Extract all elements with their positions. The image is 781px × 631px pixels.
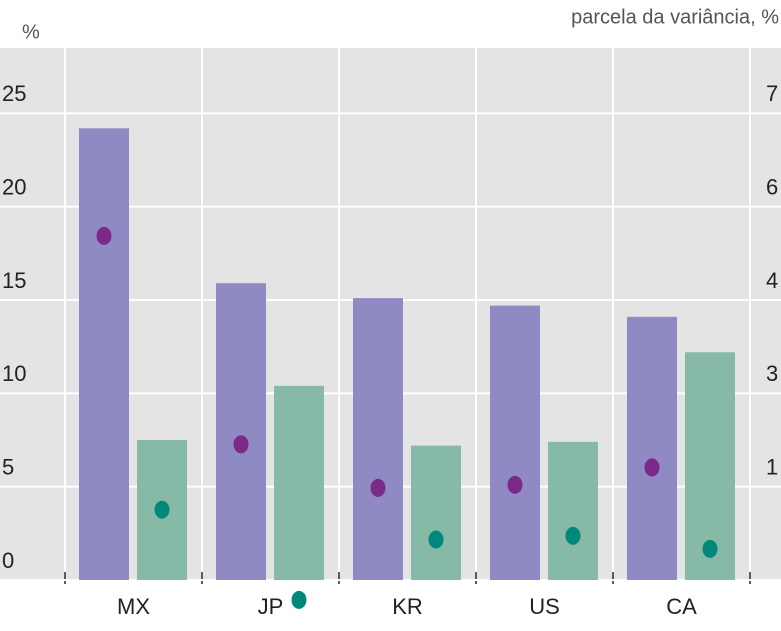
y-tick-label: 10 [2, 361, 26, 386]
dot [96, 226, 112, 245]
bar [79, 128, 129, 580]
y2-tick-label: 4 [766, 268, 778, 293]
dot [233, 435, 249, 454]
bar [274, 385, 324, 580]
x-tick-label: CA [666, 594, 697, 619]
bar [353, 298, 403, 580]
dot [154, 500, 170, 519]
y-tick-label: 20 [2, 174, 26, 199]
bar [411, 445, 461, 580]
dot [291, 590, 307, 609]
bar [490, 305, 540, 580]
x-tick-label: US [529, 594, 560, 619]
y-tick-label: 15 [2, 268, 26, 293]
x-tick-label: MX [117, 594, 150, 619]
dot [507, 475, 523, 494]
y-tick-label: 5 [2, 454, 14, 479]
y2-tick-label: 1 [766, 454, 778, 479]
y2-tick-label: 7 [766, 81, 778, 106]
dot [370, 478, 386, 497]
dot [702, 539, 718, 558]
x-tick-label: KR [392, 594, 423, 619]
dot [644, 458, 660, 477]
y-axis-label: % [22, 21, 40, 43]
y-tick-label: 25 [2, 81, 26, 106]
dot [565, 526, 581, 545]
y2-tick-label: 6 [766, 174, 778, 199]
y2-axis-label: parcela da variância, % [571, 6, 779, 28]
dot [428, 530, 444, 549]
x-tick-label: JP [258, 594, 284, 619]
bar [548, 441, 598, 580]
y-tick-label: 0 [2, 548, 14, 573]
bar [627, 316, 677, 580]
bar [216, 283, 266, 580]
y2-tick-label: 3 [766, 361, 778, 386]
